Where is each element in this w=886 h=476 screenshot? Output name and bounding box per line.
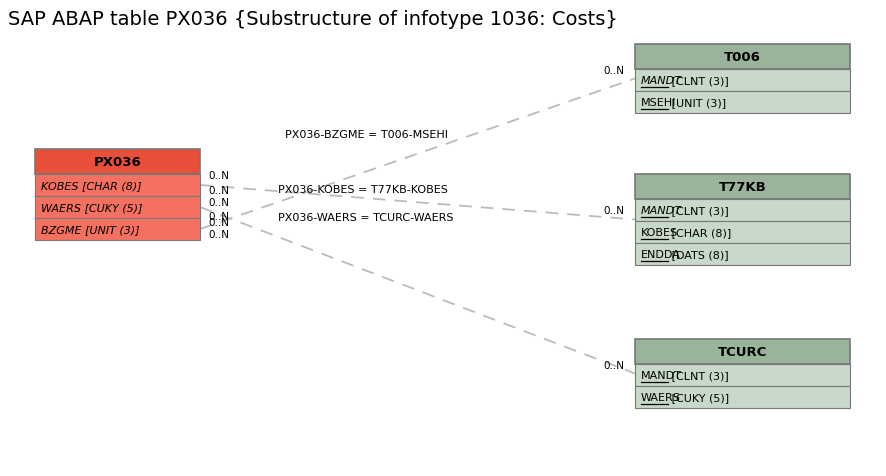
Bar bbox=[634, 45, 849, 70]
Text: PX036-KOBES = T77KB-KOBES: PX036-KOBES = T77KB-KOBES bbox=[277, 185, 447, 195]
Text: [UNIT (3)]: [UNIT (3)] bbox=[668, 98, 726, 108]
Text: KOBES [CHAR (8)]: KOBES [CHAR (8)] bbox=[41, 180, 142, 190]
Text: [CLNT (3)]: [CLNT (3)] bbox=[668, 76, 728, 86]
Text: T77KB: T77KB bbox=[718, 180, 766, 194]
Bar bbox=[35, 149, 199, 175]
Text: WAERS: WAERS bbox=[641, 392, 680, 402]
Text: [CHAR (8)]: [CHAR (8)] bbox=[668, 228, 731, 238]
Text: WAERS [CUKY (5)]: WAERS [CUKY (5)] bbox=[41, 203, 143, 213]
Text: 0..N: 0..N bbox=[602, 361, 623, 371]
Text: MANDT: MANDT bbox=[641, 76, 681, 86]
Text: 0..N: 0..N bbox=[602, 206, 623, 216]
Text: KOBES: KOBES bbox=[641, 228, 678, 238]
Bar bbox=[634, 175, 849, 199]
Text: PX036: PX036 bbox=[94, 156, 141, 169]
Text: BZGME [UNIT (3)]: BZGME [UNIT (3)] bbox=[41, 225, 139, 235]
Text: [DATS (8)]: [DATS (8)] bbox=[668, 249, 728, 259]
Text: MSEHI: MSEHI bbox=[641, 98, 676, 108]
Bar bbox=[634, 364, 849, 386]
Text: T006: T006 bbox=[723, 51, 760, 64]
Bar bbox=[35, 197, 199, 218]
Text: [CLNT (3)]: [CLNT (3)] bbox=[668, 370, 728, 380]
Text: MANDT: MANDT bbox=[641, 370, 681, 380]
Text: 0..N: 0..N bbox=[207, 170, 229, 180]
Text: 0..N: 0..N bbox=[207, 218, 229, 228]
Text: PX036-BZGME = T006-MSEHI: PX036-BZGME = T006-MSEHI bbox=[284, 129, 447, 139]
Bar bbox=[634, 221, 849, 244]
Text: 0..N: 0..N bbox=[207, 198, 229, 208]
Bar bbox=[35, 218, 199, 240]
Bar bbox=[634, 70, 849, 92]
Bar bbox=[35, 175, 199, 197]
Text: 0..N: 0..N bbox=[207, 229, 229, 239]
Bar bbox=[634, 199, 849, 221]
Bar bbox=[634, 339, 849, 364]
Text: 0..N: 0..N bbox=[602, 66, 623, 76]
Bar bbox=[634, 244, 849, 266]
Text: 0..N: 0..N bbox=[207, 211, 229, 221]
Text: SAP ABAP table PX036 {Substructure of infotype 1036: Costs}: SAP ABAP table PX036 {Substructure of in… bbox=[8, 10, 618, 29]
Text: [CLNT (3)]: [CLNT (3)] bbox=[668, 206, 728, 216]
Bar bbox=[634, 386, 849, 408]
Text: ENDDA: ENDDA bbox=[641, 249, 680, 259]
Text: 0..N: 0..N bbox=[207, 186, 229, 196]
Text: PX036-WAERS = TCURC-WAERS: PX036-WAERS = TCURC-WAERS bbox=[277, 213, 453, 223]
Text: [CUKY (5)]: [CUKY (5)] bbox=[668, 392, 729, 402]
Text: MANDT: MANDT bbox=[641, 206, 681, 216]
Bar bbox=[634, 92, 849, 114]
Text: TCURC: TCURC bbox=[717, 345, 766, 358]
